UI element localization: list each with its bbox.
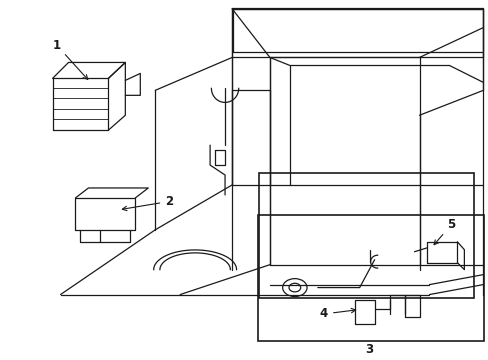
Bar <box>259 173 473 298</box>
Text: 5: 5 <box>433 218 455 245</box>
Text: 3: 3 <box>365 343 373 356</box>
Text: 2: 2 <box>122 195 173 211</box>
Bar <box>258 215 484 341</box>
Text: 1: 1 <box>52 39 87 80</box>
Text: 4: 4 <box>319 307 355 320</box>
